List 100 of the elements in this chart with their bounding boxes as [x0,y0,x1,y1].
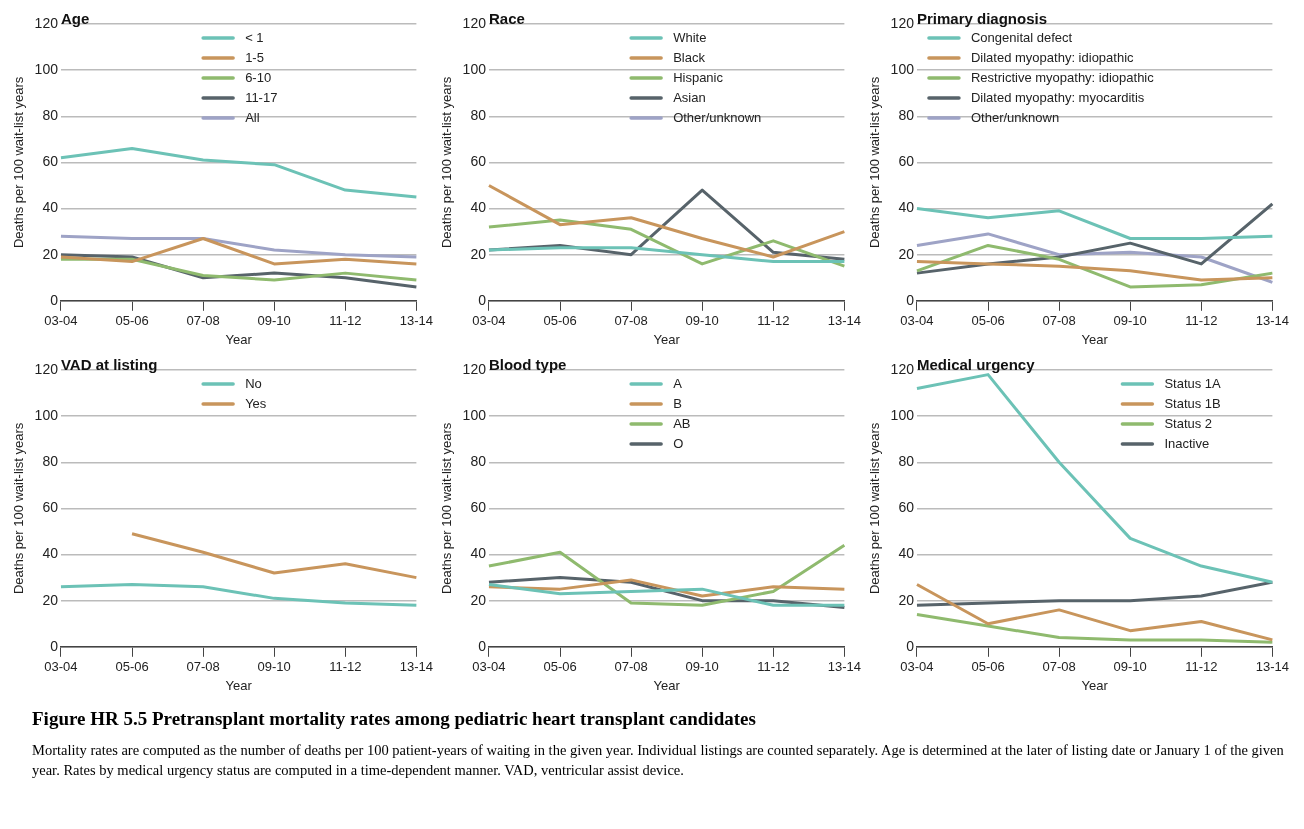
x-tick-label: 13-14 [827,659,861,675]
x-tick-label: 09-10 [685,313,719,329]
y-tick-label: 80 [898,107,915,124]
x-tick-label: 11-12 [329,313,362,329]
legend-label: Other/unknown [970,109,1060,125]
x-tick-label: 09-10 [1113,659,1147,675]
y-tick-label: 20 [42,591,59,608]
y-tick-label: 0 [50,637,59,654]
x-tick-label: 03-04 [900,313,934,329]
legend-label: Restrictive myopathy: idiopathic [970,69,1155,85]
y-axis-title: Deaths per 100 wait-list years [439,76,455,249]
text: Figure HR 5.5 Pretransplant mortality rates among pediatric heart transplant candidates [32,708,757,730]
y-tick-label: 120 [462,360,487,377]
y-tick-label: 120 [890,360,915,377]
y-tick-label: 80 [470,453,487,470]
x-axis-title: Year [1081,331,1109,347]
legend-label: Dilated myopathy: myocarditis [970,89,1145,105]
legend-label: Status 1B [1164,395,1221,411]
y-tick-label: 20 [898,245,915,262]
y-tick-label: 120 [890,14,915,31]
legend-label: All [245,109,260,125]
y-tick-label: 20 [470,245,487,262]
y-axis-title: Deaths per 100 wait-list years [867,422,883,595]
x-axis-title: Year [1081,677,1109,693]
x-tick-label: 03-04 [472,659,506,675]
chart-title: Race [488,9,525,27]
x-tick-label: 05-06 [543,313,577,329]
legend-label: Other/unknown [673,109,762,125]
y-tick-label: 100 [462,60,487,77]
y-tick-label: 40 [470,199,487,216]
x-tick-label: 05-06 [115,313,149,329]
x-tick-label: 09-10 [685,659,719,675]
legend-label: 6-10 [245,69,272,85]
x-tick-label: 05-06 [971,313,1005,329]
x-tick-label: 05-06 [971,659,1005,675]
legend-label: Hispanic [673,69,724,85]
legend-label: AB [673,415,691,431]
x-tick-label: 03-04 [44,313,78,329]
y-tick-label: 0 [478,291,487,308]
y-tick-label: 40 [470,545,487,562]
legend-label: White [673,29,707,45]
legend-label: < 1 [245,29,264,45]
x-tick-label: 11-12 [757,313,790,329]
y-tick-label: 80 [42,453,59,470]
y-axis-title: Deaths per 100 wait-list years [11,422,27,595]
chart-title: VAD at listing [60,355,158,373]
y-tick-label: 0 [906,291,915,308]
x-tick-label: 11-12 [757,659,790,675]
legend-label: O [673,435,684,451]
y-tick-label: 100 [34,60,59,77]
y-tick-label: 40 [898,199,915,216]
x-tick-label: 07-08 [186,313,220,329]
x-tick-label: 07-08 [614,313,648,329]
y-tick-label: 60 [470,153,487,170]
y-tick-label: 100 [462,406,487,423]
legend-label: B [673,395,682,411]
y-tick-label: 120 [34,14,59,31]
chart-title: Primary diagnosis [916,9,1048,27]
y-axis-title: Deaths per 100 wait-list years [867,76,883,249]
legend-label: 11-17 [245,89,278,105]
y-tick-label: 100 [34,406,59,423]
y-axis-title: Deaths per 100 wait-list years [439,422,455,595]
chart-title: Medical urgency [916,355,1036,373]
y-tick-label: 120 [34,360,59,377]
y-tick-label: 60 [42,499,59,516]
chart-title: Age [60,9,90,27]
x-tick-label: 05-06 [543,659,577,675]
x-axis-title: Year [653,331,681,347]
y-tick-label: 40 [42,199,59,216]
y-tick-label: 60 [898,499,915,516]
chart-title: Blood type [488,355,567,373]
y-tick-label: 100 [890,60,915,77]
x-tick-label: 09-10 [1113,313,1147,329]
legend-label: No [245,375,262,391]
x-tick-label: 07-08 [1042,313,1076,329]
y-axis-title: Deaths per 100 wait-list years [11,76,27,249]
y-tick-label: 60 [470,499,487,516]
x-axis-title: Year [225,331,253,347]
x-tick-label: 13-14 [399,659,433,675]
x-axis-title: Year [653,677,681,693]
y-tick-label: 80 [898,453,915,470]
x-tick-label: 13-14 [1255,313,1289,329]
y-tick-label: 0 [50,291,59,308]
x-tick-label: 07-08 [186,659,220,675]
legend-label: Dilated myopathy: idiopathic [970,49,1135,65]
x-tick-label: 03-04 [44,659,78,675]
x-tick-label: 09-10 [257,659,291,675]
y-tick-label: 80 [42,107,59,124]
y-tick-label: 0 [478,637,487,654]
y-tick-label: 120 [462,14,487,31]
x-tick-label: 11-12 [1185,313,1218,329]
x-tick-label: 03-04 [900,659,934,675]
legend-label: A [673,375,683,391]
text: Mortality rates are computed as the number of deaths per 100 patient-years of waiting in the given year. Individual listings are counted separately. Age is determined at the later of listing date or January 1 of the given year. Rates by medical urgency status are computed in a time-dependent manner. VAD, ventricular assist device. [32,741,1285,780]
legend-label: Yes [245,395,267,411]
y-tick-label: 60 [898,153,915,170]
y-tick-label: 60 [42,153,59,170]
x-tick-label: 13-14 [827,313,861,329]
legend-label: Congenital defect [970,29,1073,45]
legend-label: Asian [673,89,706,105]
